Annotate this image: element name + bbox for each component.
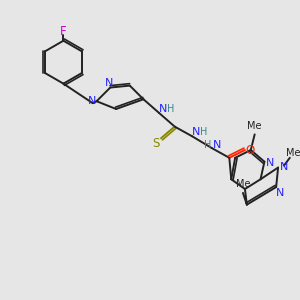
Text: H: H <box>200 128 208 137</box>
Text: N: N <box>192 128 200 137</box>
Text: H: H <box>167 104 174 114</box>
Text: N: N <box>280 162 288 172</box>
Text: N: N <box>105 78 113 88</box>
Text: Me: Me <box>236 179 250 189</box>
Text: N: N <box>266 158 275 168</box>
Text: N: N <box>88 96 96 106</box>
Text: N: N <box>212 140 221 150</box>
Text: Me: Me <box>286 148 300 158</box>
Text: O: O <box>245 144 254 157</box>
Text: N: N <box>276 188 284 198</box>
Text: N: N <box>159 104 167 114</box>
Text: S: S <box>152 137 160 150</box>
Text: H: H <box>204 140 211 150</box>
Text: Me: Me <box>248 121 262 130</box>
Text: F: F <box>60 25 67 38</box>
